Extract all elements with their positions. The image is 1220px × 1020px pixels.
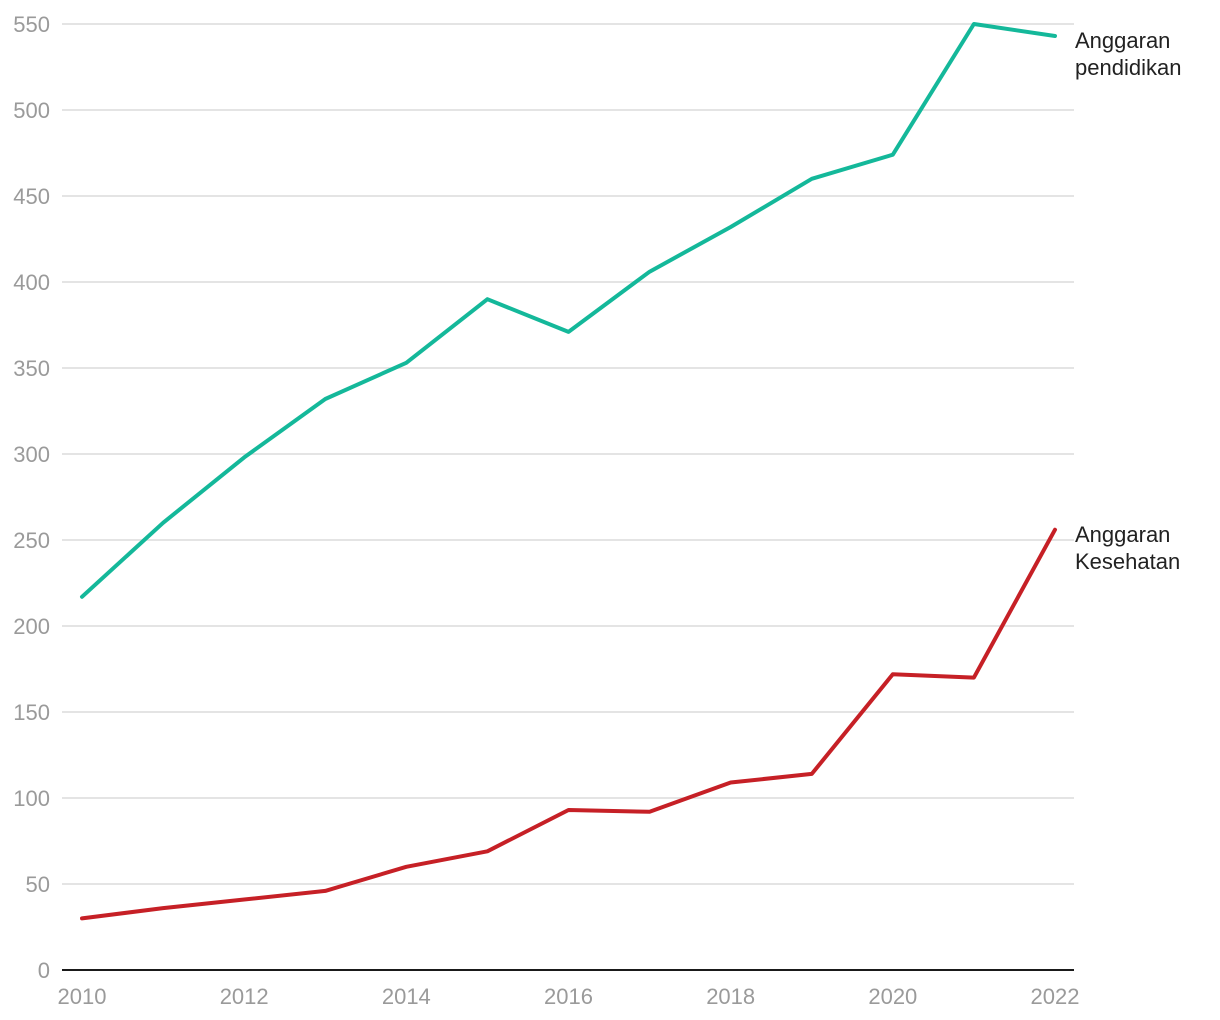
y-tick-label: 50 (26, 872, 50, 897)
y-tick-label: 350 (13, 356, 50, 381)
x-tick-label: 2012 (220, 984, 269, 1009)
series-line-kesehatan (80, 527, 1057, 921)
series-label-kesehatan: Anggaran Kesehatan (1075, 522, 1180, 574)
x-axis-tick-labels: 2010 2012 2014 2016 2018 2020 2022 (58, 984, 1080, 1009)
x-tick-label: 2020 (868, 984, 917, 1009)
x-tick-label: 2022 (1031, 984, 1080, 1009)
y-tick-label: 250 (13, 528, 50, 553)
y-tick-label: 200 (13, 614, 50, 639)
y-tick-label: 300 (13, 442, 50, 467)
series-line-pendidikan (80, 22, 1057, 599)
y-tick-label: 550 (13, 12, 50, 37)
y-tick-label: 100 (13, 786, 50, 811)
y-tick-label: 450 (13, 184, 50, 209)
y-tick-label: 400 (13, 270, 50, 295)
y-tick-label: 500 (13, 98, 50, 123)
y-axis-tick-labels: 0 50 100 150 200 250 300 350 400 450 500 550 (13, 12, 50, 983)
series-lines (80, 22, 1057, 921)
y-tick-label: 0 (38, 958, 50, 983)
x-tick-label: 2018 (706, 984, 755, 1009)
gridlines (62, 23, 1074, 885)
series-labels: Anggaran pendidikan Anggaran Kesehatan (1075, 28, 1181, 574)
x-tick-label: 2016 (544, 984, 593, 1009)
x-tick-label: 2014 (382, 984, 431, 1009)
x-tick-label: 2010 (58, 984, 107, 1009)
y-tick-label: 150 (13, 700, 50, 725)
series-label-pendidikan: Anggaran pendidikan (1075, 28, 1181, 80)
